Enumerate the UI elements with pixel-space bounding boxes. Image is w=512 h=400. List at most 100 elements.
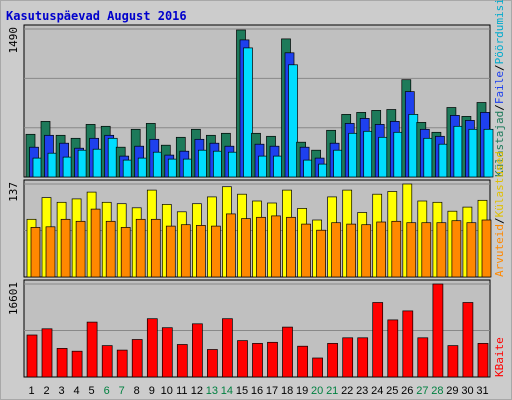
bar-arvuteid — [90, 208, 101, 278]
x-tick-label: 5 — [89, 385, 95, 397]
bar-arvuteid — [241, 218, 251, 278]
x-tick-label: 19 — [296, 385, 308, 397]
bar-pöördumisi — [47, 152, 58, 178]
bar-kbaite — [267, 341, 278, 378]
x-tick-label: 28 — [431, 385, 443, 397]
legend-entry: KBaite — [493, 337, 506, 377]
x-tick-label: 7 — [119, 385, 125, 397]
bar-kbaite — [101, 345, 113, 378]
bar-kbaite — [26, 334, 38, 378]
x-tick-label: 4 — [74, 385, 80, 397]
bar-kbaite — [312, 357, 323, 378]
bar-pöördumisi — [258, 155, 268, 178]
bar-arvuteid — [361, 224, 372, 278]
bar-pöördumisi — [378, 136, 389, 178]
bar-pöördumisi — [363, 130, 374, 178]
x-tick-label: 30 — [461, 385, 473, 397]
bar-pöördumisi — [408, 114, 419, 178]
bar-pöördumisi — [423, 137, 434, 178]
x-tick-label: 2 — [43, 385, 49, 397]
bar-pöördumisi — [213, 150, 223, 178]
bar-arvuteid — [481, 219, 492, 278]
bar-arvuteid — [75, 220, 86, 278]
x-tick-label: 14 — [221, 385, 233, 397]
x-tick-label: 15 — [236, 385, 248, 397]
bar-arvuteid — [165, 225, 176, 278]
bar-arvuteid — [316, 229, 326, 278]
x-tick-label: 16 — [251, 385, 263, 397]
x-tick-label: 27 — [416, 385, 428, 397]
bar-kbaite — [41, 328, 53, 378]
bar-kbaite — [357, 337, 369, 378]
bar-pöördumisi — [438, 143, 449, 178]
bar-kbaite — [131, 339, 143, 378]
bar-kbaite — [56, 348, 68, 378]
bar-kbaite — [477, 343, 489, 378]
bar-arvuteid — [150, 218, 161, 278]
bar-arvuteid — [271, 215, 281, 278]
bar-pöördumisi — [92, 148, 103, 178]
bar-pöördumisi — [288, 64, 298, 178]
bar-kbaite — [342, 337, 354, 378]
bar-arvuteid — [120, 227, 131, 278]
bar-arvuteid — [421, 222, 432, 278]
bar-pöördumisi — [348, 132, 359, 178]
bar-kbaite — [192, 323, 203, 378]
bar-arvuteid — [256, 216, 266, 278]
bar-pöördumisi — [243, 47, 253, 178]
bar-arvuteid — [346, 223, 357, 278]
bar-arvuteid — [60, 218, 71, 278]
bar-pöördumisi — [333, 149, 343, 178]
bar-arvuteid — [211, 225, 221, 278]
x-tick-label: 6 — [104, 385, 110, 397]
bar-arvuteid — [196, 225, 206, 278]
x-tick-label: 25 — [386, 385, 398, 397]
x-tick-label: 1 — [28, 385, 34, 397]
legend-entry: Külastajad — [493, 111, 506, 177]
x-tick-label: 24 — [371, 385, 383, 397]
bar-arvuteid — [406, 222, 417, 278]
bar-kbaite — [161, 327, 173, 378]
legend-separator: / — [493, 104, 506, 111]
x-tick-label: 29 — [446, 385, 458, 397]
legend-entry: Külastused — [493, 151, 506, 217]
bar-arvuteid — [436, 222, 447, 278]
legend-separator: / — [493, 217, 506, 224]
bar-kbaite — [237, 340, 248, 378]
bar-pöördumisi — [182, 158, 193, 178]
bar-kbaite — [282, 326, 293, 378]
bar-arvuteid — [105, 220, 116, 278]
legend-top: Külastajad/Faile/Pöördumisi — [493, 0, 506, 177]
bar-kbaite — [462, 302, 474, 378]
x-tick-label: 3 — [59, 385, 65, 397]
middle-ymax-label: 137 — [7, 182, 20, 202]
bar-kbaite — [432, 283, 444, 378]
bar-kbaite — [116, 349, 128, 378]
bar-arvuteid — [45, 226, 56, 278]
x-tick-label: 13 — [206, 385, 218, 397]
legend-entry: Faile — [493, 71, 506, 104]
bar-arvuteid — [466, 222, 477, 278]
bar-kbaite — [207, 349, 218, 378]
legend-bottom: KBaite — [493, 337, 506, 377]
bar-arvuteid — [226, 213, 236, 278]
x-tick-label: 12 — [191, 385, 203, 397]
x-tick-label: 9 — [149, 385, 155, 397]
bar-kbaite — [252, 343, 263, 378]
bar-arvuteid — [331, 222, 341, 278]
bar-kbaite — [387, 319, 399, 378]
bar-arvuteid — [301, 223, 311, 278]
bar-kbaite — [372, 302, 384, 378]
bar-kbaite — [146, 318, 158, 378]
x-tick-label: 17 — [266, 385, 278, 397]
x-tick-label: 22 — [341, 385, 353, 397]
bar-pöördumisi — [198, 149, 208, 178]
bar-kbaite — [402, 310, 414, 378]
x-tick-label: 31 — [476, 385, 488, 397]
bar-kbaite — [327, 343, 338, 378]
bar-pöördumisi — [393, 131, 404, 178]
legend-separator: / — [493, 64, 506, 71]
bar-arvuteid — [30, 227, 41, 278]
x-tick-label: 18 — [281, 385, 293, 397]
bar-arvuteid — [180, 224, 191, 278]
